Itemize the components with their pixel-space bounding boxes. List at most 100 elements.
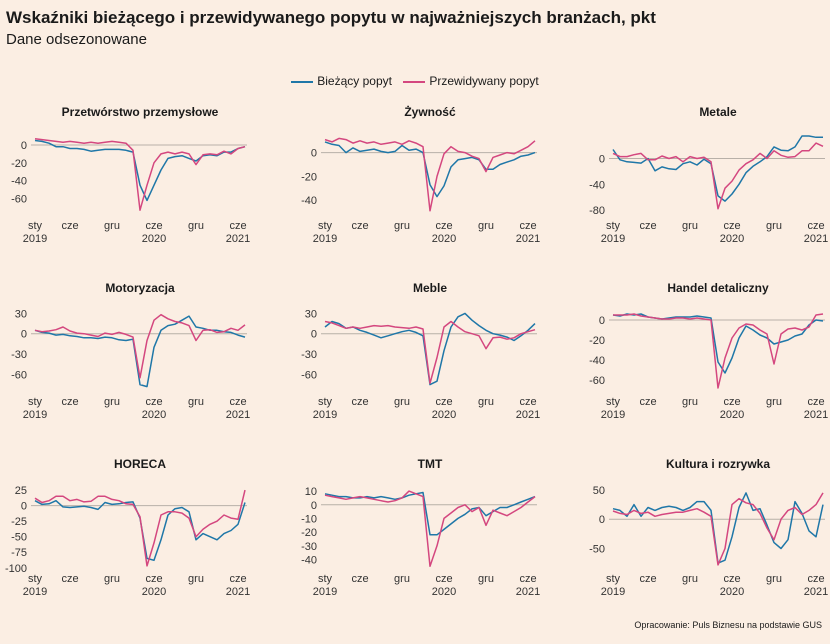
y-tick-label: 0 (311, 148, 317, 160)
x-tick-label: cze (229, 573, 246, 585)
x-tick-label: sty (28, 573, 43, 585)
legend-label-expected: Przewidywany popyt (429, 73, 539, 88)
legend-swatch-current (291, 80, 314, 83)
x-tick-year: 2019 (313, 233, 337, 245)
series-line-expected (324, 320, 536, 385)
series-line-current (34, 499, 246, 562)
y-tick-label: 0 (311, 329, 317, 341)
x-tick-year: 2020 (720, 409, 744, 421)
x-tick-label: gru (104, 220, 120, 232)
x-tick-label: cze (351, 573, 368, 585)
x-tick-label: sty (606, 573, 621, 585)
panel-title: Metale (699, 105, 737, 119)
y-tick-label: 0 (21, 140, 27, 152)
x-tick-label: cze (145, 573, 162, 585)
y-tick-label: 0 (21, 501, 27, 513)
x-tick-label: cze (639, 220, 656, 232)
x-tick-year: 2019 (601, 409, 625, 421)
x-tick-label: cze (807, 220, 824, 232)
y-tick-label: -40 (589, 179, 605, 191)
y-tick-label: -40 (301, 554, 317, 566)
series-line-expected (612, 142, 824, 210)
x-tick-year: 2020 (432, 233, 456, 245)
y-tick-label: 0 (599, 154, 605, 166)
x-tick-year: 2021 (226, 233, 250, 245)
series-line-current (612, 492, 824, 564)
series-line-expected (612, 492, 824, 566)
series-line-expected (34, 489, 246, 567)
x-tick-label: gru (394, 220, 410, 232)
x-tick-label: cze (435, 396, 452, 408)
x-tick-year: 2021 (516, 409, 540, 421)
series-line-current (324, 312, 536, 386)
x-tick-year: 2020 (720, 586, 744, 598)
x-tick-label: cze (807, 573, 824, 585)
x-tick-year: 2019 (601, 586, 625, 598)
x-tick-year: 2019 (23, 233, 47, 245)
x-tick-label: cze (61, 573, 78, 585)
panel-1: Przetwórstwo przemysłowe 0 -20 -40 -60 sty201… (11, 105, 250, 245)
y-tick-label: -10 (301, 513, 317, 525)
y-tick-label: -20 (589, 335, 605, 347)
x-tick-label: cze (145, 396, 162, 408)
x-tick-year: 2021 (516, 233, 540, 245)
y-tick-label: 10 (305, 486, 317, 498)
y-tick-label: -60 (589, 375, 605, 387)
y-tick-label: -20 (301, 171, 317, 183)
x-tick-year: 2021 (804, 409, 828, 421)
x-tick-label: gru (478, 573, 494, 585)
panel-title: Motoryzacja (105, 281, 175, 295)
panel-title: TMT (418, 457, 443, 471)
x-tick-label: cze (145, 220, 162, 232)
y-tick-label: -60 (11, 369, 27, 381)
panel-title: Przetwórstwo przemysłowe (62, 105, 219, 119)
x-tick-label: gru (188, 573, 204, 585)
series-line-current (612, 135, 823, 202)
y-tick-label: -60 (11, 194, 27, 206)
x-tick-label: gru (766, 396, 782, 408)
legend: Bieżący popyt Przewidywany popyt (0, 73, 830, 88)
y-tick-label: 0 (599, 514, 605, 526)
x-tick-label: cze (61, 220, 78, 232)
series-line-current (612, 313, 824, 374)
series-line-expected (613, 313, 824, 389)
legend-item-expected: Przewidywany popyt (403, 73, 539, 88)
x-tick-label: gru (104, 573, 120, 585)
x-tick-label: cze (807, 396, 824, 408)
chart-subtitle: Dane odsezonowane (6, 31, 147, 48)
x-tick-label: cze (519, 220, 536, 232)
y-tick-label: -60 (301, 369, 317, 381)
y-tick-label: 25 (15, 485, 27, 497)
x-tick-label: cze (723, 573, 740, 585)
x-tick-year: 2019 (601, 233, 625, 245)
y-tick-label: 0 (311, 500, 317, 512)
x-tick-year: 2020 (432, 409, 456, 421)
series-line-current (34, 139, 246, 202)
y-tick-label: -75 (11, 547, 27, 559)
y-tick-label: -80 (589, 205, 605, 217)
x-tick-label: gru (478, 396, 494, 408)
x-tick-label: cze (519, 573, 536, 585)
legend-item-current: Bieżący popyt (291, 74, 392, 88)
x-tick-label: cze (723, 396, 740, 408)
x-tick-year: 2019 (313, 586, 337, 598)
panel-title: HORECA (114, 457, 166, 471)
x-tick-label: sty (606, 396, 621, 408)
x-tick-label: cze (519, 396, 536, 408)
x-tick-label: gru (104, 396, 120, 408)
x-tick-year: 2019 (23, 586, 47, 598)
x-tick-label: cze (639, 396, 656, 408)
x-tick-year: 2020 (142, 409, 166, 421)
series-line-expected (324, 490, 536, 568)
series-line-expected (34, 137, 246, 211)
series-line-current (324, 141, 536, 198)
x-tick-label: sty (28, 220, 43, 232)
x-tick-label: gru (682, 220, 698, 232)
